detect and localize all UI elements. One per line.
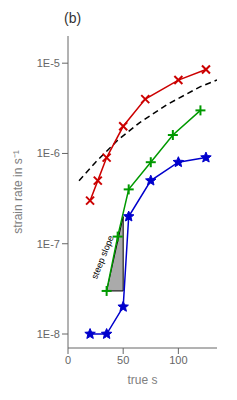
svg-text:0: 0	[65, 354, 71, 366]
svg-text:50: 50	[117, 354, 129, 366]
svg-text:1E-8: 1E-8	[37, 328, 60, 340]
html-text:(b): (b)	[64, 10, 82, 26]
svg-text:true s: true s	[127, 373, 157, 387]
svg-text:strain rate in s⁻¹: strain rate in s⁻¹	[11, 150, 25, 233]
svg-text:1E-5: 1E-5	[37, 57, 60, 69]
svg-text:1E-6: 1E-6	[37, 147, 60, 159]
svg-text:steep slope: steep slope	[89, 234, 116, 280]
svg-text:1E-7: 1E-7	[37, 238, 60, 250]
svg-text:100: 100	[169, 354, 187, 366]
